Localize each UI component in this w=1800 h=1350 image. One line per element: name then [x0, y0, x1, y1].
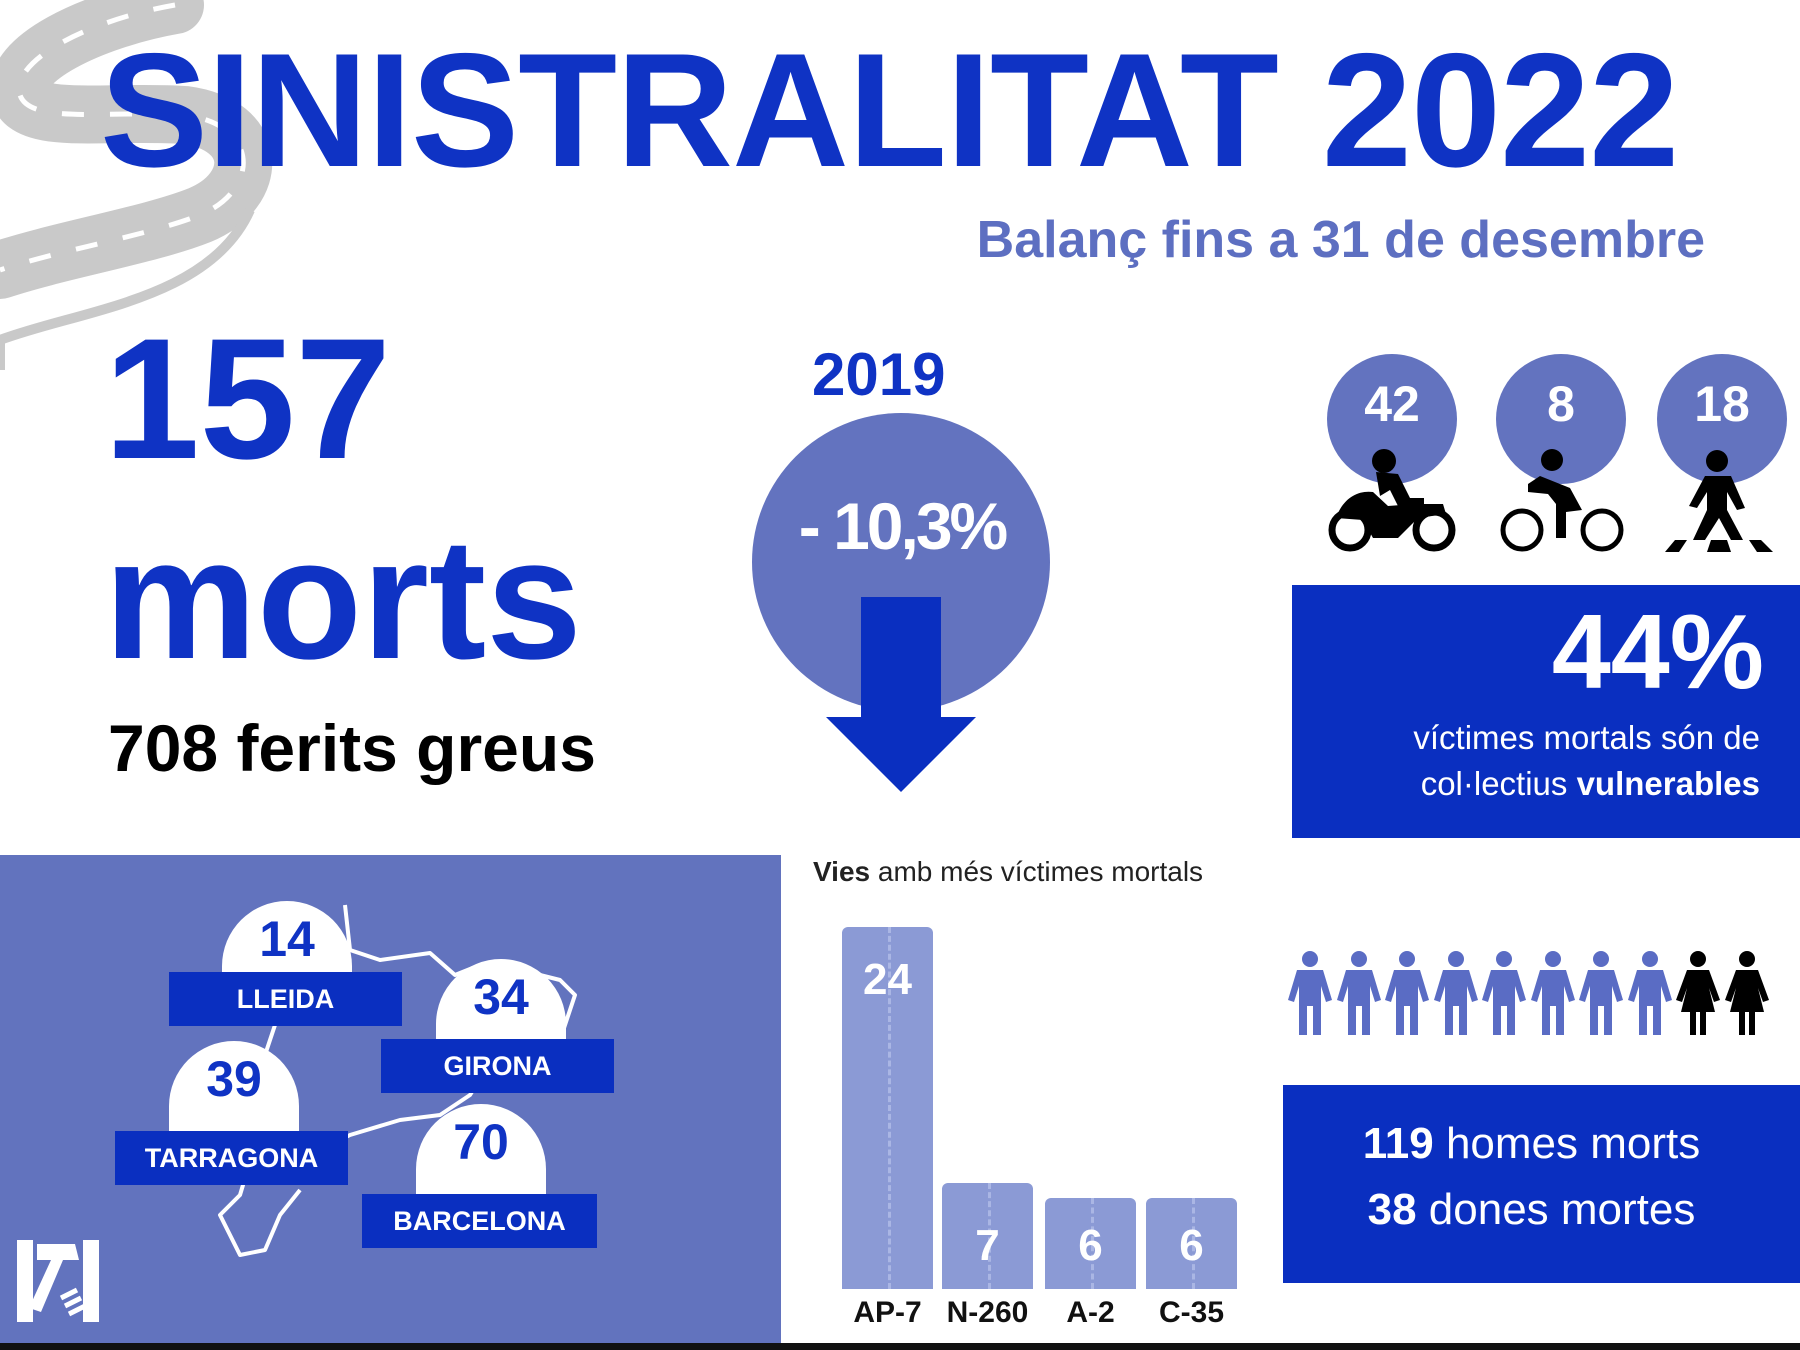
- bar-lane-dash: [1090, 1198, 1094, 1289]
- bar-lane-dash: [987, 1183, 991, 1289]
- page-title: SINISTRALITAT 2022: [100, 20, 1679, 201]
- gender-pictogram: [1287, 950, 1777, 1036]
- men-number: 119: [1362, 1119, 1434, 1168]
- man-icon: [1579, 951, 1623, 1035]
- motorcycle-count: 42: [1327, 354, 1457, 484]
- vulnerable-percent: 44%: [1551, 593, 1764, 711]
- bar-ap-7: 24: [842, 926, 933, 1289]
- bar-category-label: C-35: [1158, 1296, 1225, 1329]
- women-deaths: 38 dones mortes: [1263, 1185, 1800, 1235]
- pedestrian-icon: [1665, 450, 1773, 552]
- man-icon: [1627, 951, 1672, 1035]
- bar-value-label: 6: [1179, 1220, 1204, 1270]
- page-subtitle: Balanç fins a 31 de desembre: [976, 211, 1705, 269]
- women-text: dones mortes: [1416, 1185, 1696, 1234]
- vulnerable-text-bold: vulnerables: [1576, 765, 1760, 802]
- provinces-panel: [0, 855, 781, 1345]
- chart-title-rest: amb més víctimes mortals: [870, 856, 1204, 887]
- woman-icon: [1676, 951, 1720, 1035]
- bar-n-260: 7: [942, 1183, 1033, 1289]
- chart-title-bold: Vies: [813, 856, 871, 887]
- bar-value-label: 24: [863, 954, 912, 1004]
- man-icon: [1385, 951, 1429, 1035]
- province-label-lleida: LLEIDA: [169, 972, 402, 1026]
- bicycle-icon: [1500, 449, 1624, 552]
- catalonia-map-outline: [218, 904, 577, 1257]
- bar-a-2: 6: [1045, 1198, 1136, 1289]
- province-label-tarragona: TARRAGONA: [115, 1131, 348, 1185]
- chart-title: Vies amb més víctimes mortals: [813, 856, 1203, 888]
- bar-category-label: N-260: [946, 1296, 1029, 1329]
- man-icon: [1336, 951, 1381, 1035]
- vulnerable-text-line2: col·lectius vulnerables: [1421, 765, 1760, 803]
- road-decoration: [0, 0, 273, 370]
- comparison-change: - 10,3%: [798, 489, 1008, 563]
- bar-category-label: AP-7: [853, 1296, 922, 1329]
- men-deaths: 119 homes morts: [1263, 1119, 1800, 1169]
- man-icon: [1288, 951, 1332, 1035]
- arrow-down-icon: [826, 597, 976, 792]
- woman-icon: [1724, 951, 1769, 1035]
- bar-lane-dash: [1191, 1198, 1195, 1289]
- comparison-year: 2019: [812, 341, 946, 408]
- serious-injuries: 708 ferits greus: [108, 711, 596, 785]
- vulnerable-text-line1: víctimes mortals són de: [1413, 719, 1760, 756]
- man-icon: [1433, 951, 1478, 1035]
- bar-value-label: 7: [975, 1220, 1000, 1270]
- deaths-label: morts: [104, 503, 582, 695]
- men-text: homes morts: [1433, 1119, 1701, 1168]
- transit-logo-icon: [17, 1240, 99, 1322]
- women-number: 38: [1367, 1185, 1417, 1234]
- province-label-barcelona: BARCELONA: [362, 1194, 597, 1248]
- deaths-number: 157: [104, 303, 391, 495]
- man-icon: [1530, 951, 1575, 1035]
- bar-category-label: A-2: [1066, 1296, 1115, 1329]
- man-icon: [1482, 951, 1526, 1035]
- vulnerable-box: 44% víctimes mortals són de col·lectius …: [1292, 585, 1800, 838]
- gender-box: 119 homes morts 38 dones mortes: [1283, 1085, 1800, 1283]
- bar-c-35: 6: [1146, 1198, 1237, 1289]
- bottom-border: [0, 1343, 1800, 1350]
- motorcycle-icon: [1328, 449, 1456, 552]
- vulnerable-text-regular: col·lectius: [1420, 765, 1577, 802]
- bar-value-label: 6: [1078, 1220, 1103, 1270]
- province-label-girona: GIRONA: [381, 1039, 614, 1093]
- bar-lane-dash: [887, 926, 891, 1289]
